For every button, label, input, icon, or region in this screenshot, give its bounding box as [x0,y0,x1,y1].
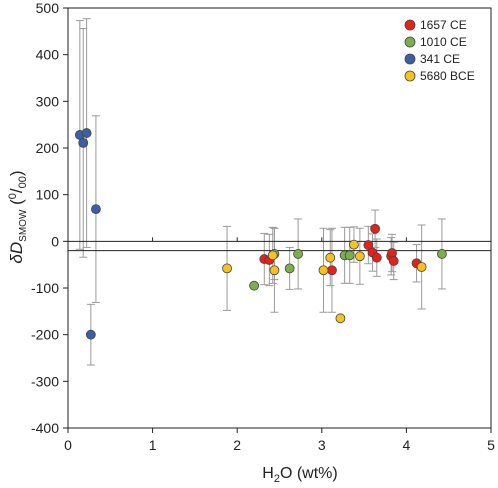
data-point-series-2 [78,137,89,148]
legend: 1657 CE 1010 CE 341 CE 5680 BCE [404,18,475,83]
y-tick-label: -100 [31,280,59,296]
x-tick-label: 4 [403,437,411,453]
x-tick-label: 5 [487,437,495,453]
data-point-series-0 [363,240,374,250]
plot-area [67,7,492,429]
y-tick-label: 200 [36,140,60,156]
y-tick-label: 300 [36,93,60,109]
x-tick-label: 1 [149,437,157,453]
x-tick-label: 3 [318,437,326,453]
reference-lines-layer [68,240,491,252]
x-axis-title: H2O (wt%) [262,465,337,485]
legend-label: 341 CE [420,52,460,66]
data-point-series-1 [437,249,447,259]
legend-marker [404,53,416,65]
data-point-series-3 [318,265,329,276]
y-tick-label: 500 [36,0,60,16]
data-point-series-1 [249,280,260,291]
legend-label: 1010 CE [420,35,467,49]
data-point-series-0 [371,252,382,263]
legend-marker [404,70,416,82]
data-point-series-3 [269,265,280,276]
y-tick-label: 100 [36,187,60,203]
data-point-series-0 [388,256,399,266]
y-tick-label: -400 [31,420,59,436]
data-point-series-3 [349,239,359,250]
data-point-series-3 [267,250,278,261]
data-point-series-1 [344,250,355,261]
data-point-series-3 [222,263,232,274]
y-axis-title: δDSMOW (0/00) [7,170,29,263]
data-point-series-1 [284,263,295,274]
data-point-series-3 [416,262,427,272]
y-tick-label: 0 [51,233,59,249]
data-point-series-1 [293,249,304,259]
data-points-layer [74,128,447,340]
data-point-series-0 [327,265,337,276]
legend-label: 5680 BCE [420,69,475,83]
data-point-series-3 [335,313,346,324]
legend-label: 1657 CE [420,18,467,32]
x-tick-label: 2 [233,437,241,453]
legend-marker [404,36,416,48]
data-point-series-2 [81,128,92,138]
data-point-series-2 [85,329,96,340]
data-point-series-3 [325,252,336,263]
y-tick-label: -300 [31,373,59,389]
axes-layer: 500 400 300 200 100 0 -100 -200 -300 -400 0 1 2 3 4 5 [31,0,495,453]
data-point-series-3 [354,251,365,262]
data-point-series-0 [370,223,380,234]
data-point-series-0 [387,248,397,258]
x-tick-label: 0 [64,437,72,453]
y-tick-label: -200 [31,327,59,343]
legend-marker [404,19,416,31]
y-tick-label: 400 [36,47,60,63]
data-point-series-2 [91,204,101,215]
